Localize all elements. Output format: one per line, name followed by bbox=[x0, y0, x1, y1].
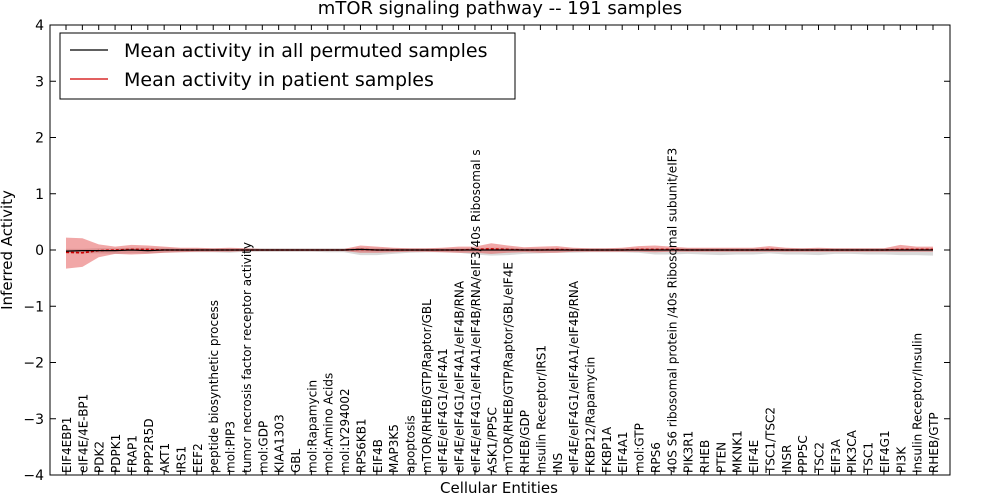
x-tick-labels: EIF4EBP1 eIF4E/4E-BP1 PDK2 PDPK1 FRAP1 PPP2R5… bbox=[60, 148, 941, 474]
x-tick-label: MAP3K5 bbox=[387, 424, 401, 473]
x-tick-label: peptide biosynthetic process bbox=[207, 300, 221, 473]
x-tick-label: PPP2R5D bbox=[142, 418, 156, 473]
x-tick-label: ASK1/PP5C bbox=[485, 407, 499, 473]
x-tick-label: IRS1 bbox=[175, 446, 189, 473]
y-tick-label: 4 bbox=[35, 18, 44, 34]
y-tick-label: 3 bbox=[35, 74, 44, 90]
x-tick-label: PIK3CA bbox=[845, 429, 859, 473]
x-tick-label: PPP5C bbox=[796, 435, 810, 473]
x-tick-label: AKT1 bbox=[158, 443, 172, 473]
x-tick-label: RPS6 bbox=[649, 442, 663, 473]
axes: −4 −3 −2 −1 0 1 2 3 4 bbox=[23, 18, 951, 484]
x-tick-label: GBL bbox=[289, 448, 303, 473]
y-tick-label: −1 bbox=[23, 299, 44, 315]
x-tick-label: tumor necrosis factor receptor activity bbox=[240, 242, 254, 473]
x-tick-label: RHEB/GDP bbox=[518, 410, 532, 473]
x-tick-label: Insulin Receptor/Insulin bbox=[911, 333, 925, 473]
x-tick-label: mol:GTP bbox=[633, 423, 647, 473]
x-axis-label: Cellular Entities bbox=[440, 479, 558, 497]
x-tick-label: mol:Amino Acids bbox=[322, 373, 336, 473]
x-tick-label: 40S S6 ribosomal protein /40s Ribosomal … bbox=[665, 148, 679, 473]
confidence-bands bbox=[66, 237, 933, 269]
y-tick-label: −3 bbox=[23, 412, 44, 428]
x-tick-label: INSR bbox=[780, 445, 794, 473]
x-tick-label: RPS6KB1 bbox=[355, 418, 369, 473]
legend: Mean activity in all permuted samples Mea… bbox=[59, 32, 516, 100]
x-tick-label: PTEN bbox=[714, 442, 728, 473]
x-tick-label: eIF4E/eIF4G1/eIF4A1 bbox=[436, 348, 450, 473]
x-tick-label: EEF2 bbox=[191, 443, 205, 473]
x-tick-label: EIF4E bbox=[747, 440, 761, 473]
x-tick-label: PDPK1 bbox=[109, 434, 123, 473]
x-tick-label: mTOR/RHEB/GTP/Raptor/GBL bbox=[420, 299, 434, 473]
x-tick-label: PI3K bbox=[894, 446, 908, 473]
x-tick-label: mol:GDP bbox=[256, 421, 270, 473]
x-tick-label: mol:LY294002 bbox=[338, 388, 352, 473]
y-tick-label: −2 bbox=[23, 356, 44, 372]
chart-title: mTOR signaling pathway -- 191 samples bbox=[318, 0, 682, 19]
x-tick-label: EIF4G1 bbox=[878, 430, 892, 473]
x-tick-label: PDK2 bbox=[93, 441, 107, 473]
x-tick-label: INS bbox=[551, 453, 565, 473]
x-tick-label: EIF4B bbox=[371, 439, 385, 473]
x-tick-label: RHEB/GTP bbox=[927, 412, 941, 473]
x-tick-label: Insulin Receptor/IRS1 bbox=[534, 345, 548, 473]
x-tick-label: eIF4E/eIF4G1/eIF4A1/eIF4B/RNA bbox=[453, 280, 467, 473]
x-tick-label: TSC1 bbox=[862, 442, 876, 474]
x-tick-label: FKBP12/Rapamycin bbox=[584, 357, 598, 473]
x-tick-label: TSC1/TSC2 bbox=[763, 407, 777, 474]
series-line-1 bbox=[65, 248, 933, 252]
y-tick-label: 2 bbox=[35, 131, 44, 147]
x-tick-label: mol:PIP3 bbox=[224, 421, 238, 473]
x-tick-label: FKBP1A bbox=[600, 426, 614, 473]
y-tick-label: 1 bbox=[35, 187, 44, 203]
x-tick-label: FRAP1 bbox=[125, 435, 139, 473]
series-band-2 bbox=[66, 237, 933, 269]
x-tick-label: KIAA1303 bbox=[273, 414, 287, 473]
x-tick-label: eIF4E/eIF4G1/eIF4A1/eIF4B/RNA bbox=[567, 280, 581, 473]
x-tick-label: mol:Rapamycin bbox=[305, 380, 319, 473]
x-tick-label: PIK3R1 bbox=[682, 431, 696, 473]
legend-box bbox=[59, 32, 516, 100]
x-tick-label: apoptosis bbox=[404, 415, 418, 473]
x-tick-label: eIF4E/4E-BP1 bbox=[76, 394, 90, 473]
series-lines bbox=[65, 248, 933, 254]
y-tick-label: −4 bbox=[23, 468, 44, 484]
x-tick-label: EIF4A1 bbox=[616, 431, 630, 473]
x-tick-label: RHEB bbox=[698, 440, 712, 473]
x-tick-label: mTOR/RHEB/GTP/Raptor/GBL/eIF4E bbox=[502, 262, 516, 473]
y-axis-label: Inferred Activity bbox=[0, 190, 16, 310]
x-tick-label: EIF4EBP1 bbox=[60, 417, 74, 473]
x-tick-label: eIF4E/eIF4G1/eIF4A1/eIF4B/RNA/eIF3/40s R… bbox=[469, 149, 483, 473]
x-tick-label: MKNK1 bbox=[731, 430, 745, 473]
legend-label-1: Mean activity in all permuted samples bbox=[124, 40, 487, 62]
legend-label-2: Mean activity in patient samples bbox=[124, 69, 434, 91]
x-tick-label: TSC2 bbox=[813, 442, 827, 474]
x-tick-label: EIF3A bbox=[829, 438, 843, 473]
y-tick-label: 0 bbox=[35, 243, 44, 259]
